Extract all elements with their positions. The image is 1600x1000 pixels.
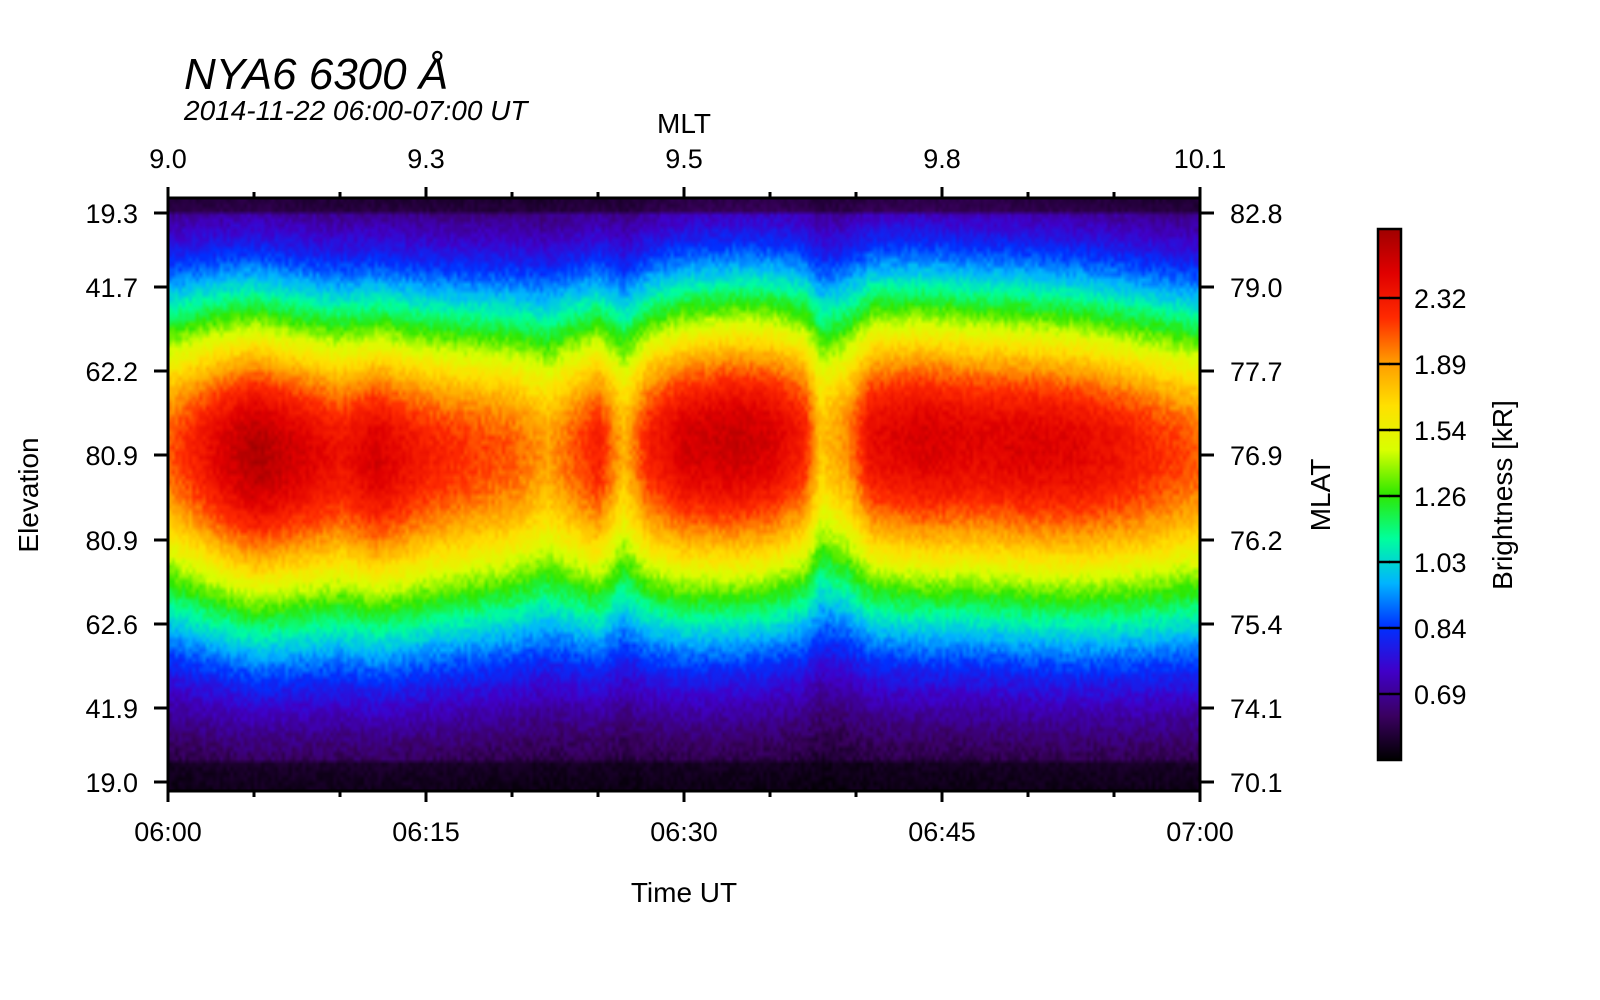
colorbar-tick-label: 0.84: [1414, 614, 1467, 644]
y-left-axis-title: Elevation: [13, 437, 44, 552]
chart-subtitle: 2014-11-22 06:00-07:00 UT: [183, 95, 529, 126]
x-top-ticks: 9.0 9.3 9.5 9.8 10.1: [149, 144, 1226, 198]
x-top-tick-label: 10.1: [1174, 144, 1227, 174]
y-left-tick-label: 80.9: [85, 526, 138, 556]
x-top-axis-title: MLT: [657, 108, 711, 139]
colorbar-tick-label: 1.89: [1414, 350, 1467, 380]
x-top-tick-label: 9.3: [407, 144, 445, 174]
colorbar-tick-label: 0.69: [1414, 680, 1467, 710]
y-right-tick-label: 82.8: [1230, 199, 1283, 229]
y-left-tick-label: 62.2: [85, 357, 138, 387]
y-right-tick-label: 79.0: [1230, 273, 1283, 303]
y-right-axis-title: MLAT: [1305, 459, 1336, 532]
colorbar: [1376, 227, 1403, 762]
y-right-tick-label: 76.9: [1230, 441, 1283, 471]
heatmap: [168, 198, 1200, 791]
y-left-tick-label: 19.3: [85, 199, 138, 229]
y-right-ticks: 82.8 79.0 77.7 76.9 76.2 75.4 74.1 70.1: [1200, 199, 1283, 798]
x-bottom-tick-label: 06:30: [650, 817, 718, 847]
x-bottom-axis-title: Time UT: [631, 877, 737, 908]
y-left-tick-label: 80.9: [85, 441, 138, 471]
colorbar-ticks: 2.32 1.89 1.54 1.26 1.03 0.84 0.69: [1378, 284, 1467, 710]
chart-title: NYA6 6300 Å: [184, 50, 448, 99]
x-top-tick-label: 9.5: [665, 144, 703, 174]
x-bottom-tick-label: 06:00: [134, 817, 202, 847]
y-right-tick-label: 77.7: [1230, 357, 1283, 387]
x-bottom-tick-label: 06:45: [908, 817, 976, 847]
x-top-tick-label: 9.0: [149, 144, 187, 174]
x-bottom-tick-label: 07:00: [1166, 817, 1234, 847]
y-left-tick-label: 41.9: [85, 694, 138, 724]
y-right-tick-label: 76.2: [1230, 526, 1283, 556]
y-left-ticks: 19.3 41.7 62.2 80.9 80.9 62.6 41.9 19.0: [85, 199, 168, 798]
x-top-tick-label: 9.8: [923, 144, 961, 174]
y-right-tick-label: 75.4: [1230, 610, 1283, 640]
x-bottom-tick-label: 06:15: [392, 817, 460, 847]
x-bottom-ticks: 06:00 06:15 06:30 06:45 07:00: [134, 791, 1234, 847]
y-left-tick-label: 62.6: [85, 610, 138, 640]
y-left-tick-label: 19.0: [85, 768, 138, 798]
colorbar-tick-label: 1.03: [1414, 548, 1467, 578]
colorbar-title: Brightness [kR]: [1487, 400, 1518, 590]
y-left-tick-label: 41.7: [85, 273, 138, 303]
y-right-tick-label: 70.1: [1230, 768, 1283, 798]
y-right-tick-label: 74.1: [1230, 694, 1283, 724]
colorbar-tick-label: 1.26: [1414, 482, 1467, 512]
colorbar-tick-label: 2.32: [1414, 284, 1467, 314]
colorbar-tick-label: 1.54: [1414, 416, 1467, 446]
